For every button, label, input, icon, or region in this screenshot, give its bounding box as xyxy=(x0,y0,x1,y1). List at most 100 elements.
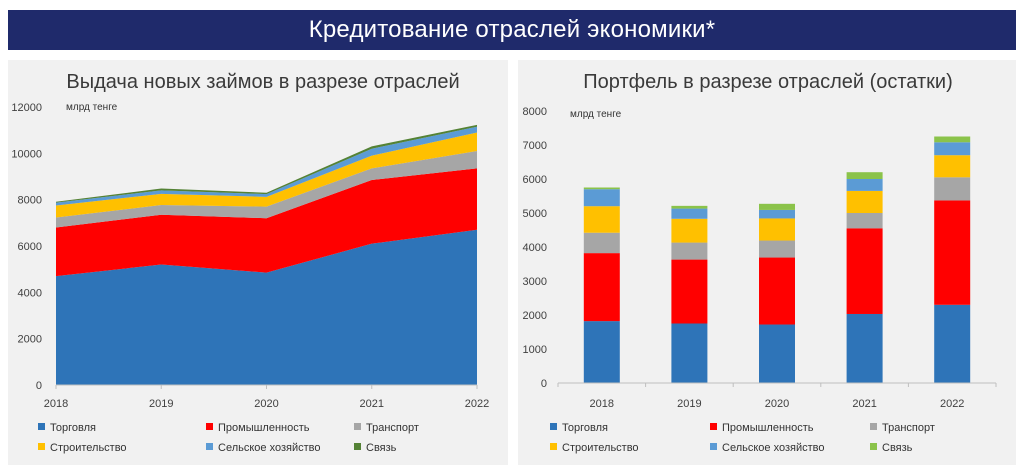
bar-agriculture-2020 xyxy=(759,209,795,219)
bar-construction-2020 xyxy=(759,218,795,241)
bar-communication-2021 xyxy=(846,172,883,179)
bar-trade-2021 xyxy=(846,313,883,383)
area-trade xyxy=(56,229,477,385)
x-tick-label: 2020 xyxy=(254,398,278,410)
y-tick-label: 12000 xyxy=(11,102,42,114)
bar-transport-2019 xyxy=(671,242,708,260)
legend-item-trade: Торговля xyxy=(38,422,96,434)
legend-label: Связь xyxy=(882,442,913,454)
legend-item-communication: Связь xyxy=(870,442,913,454)
bar-trade-2020 xyxy=(759,324,795,383)
legend-item-construction: Строительство xyxy=(38,442,127,454)
y-tick-label: 0 xyxy=(541,378,547,390)
page-title-banner: Кредитование отраслей экономики* xyxy=(8,10,1016,50)
legend-swatch xyxy=(206,443,213,450)
legend-label: Связь xyxy=(366,442,397,454)
x-tick-label: 2018 xyxy=(590,398,614,410)
legend-swatch xyxy=(550,443,557,450)
bar-agriculture-2018 xyxy=(583,189,620,207)
legend-item-transport: Транспорт xyxy=(870,422,935,434)
legend-swatch xyxy=(710,423,717,430)
bar-transport-2020 xyxy=(759,240,795,258)
legend-label: Сельское хозяйство xyxy=(722,442,824,454)
bar-construction-2018 xyxy=(583,206,620,233)
portfolio-chart-panel: Портфель в разрезе отраслей (остатки) мл… xyxy=(518,60,1016,465)
new-loans-area-chart: Выдача новых займов в разрезе отраслей м… xyxy=(11,71,489,454)
legend-swatch xyxy=(710,443,717,450)
bar-industry-2019 xyxy=(671,259,708,324)
legend-swatch xyxy=(38,443,45,450)
bar-communication-2019 xyxy=(671,205,708,209)
y-tick-label: 2000 xyxy=(523,310,547,322)
bar-construction-2021 xyxy=(846,190,883,213)
area-construction xyxy=(56,132,477,218)
legend-swatch xyxy=(870,443,877,450)
unit-label: млрд тенге xyxy=(570,109,622,120)
legend-item-communication: Связь xyxy=(354,442,397,454)
legend-swatch xyxy=(550,423,557,430)
legend-item-industry: Промышленность xyxy=(206,422,310,434)
legend-item-transport: Транспорт xyxy=(354,422,419,434)
bar-trade-2019 xyxy=(671,323,708,383)
y-tick-label: 6000 xyxy=(18,241,42,253)
chart-title: Портфель в разрезе отраслей (остатки) xyxy=(583,71,952,93)
legend-swatch xyxy=(206,423,213,430)
legend-swatch xyxy=(38,423,45,430)
bar-communication-2022 xyxy=(934,136,971,143)
bar-agriculture-2019 xyxy=(671,208,708,219)
x-tick-label: 2019 xyxy=(677,398,701,410)
legend-item-industry: Промышленность xyxy=(710,422,814,434)
x-tick-label: 2022 xyxy=(465,398,489,410)
legend-label: Сельское хозяйство xyxy=(218,442,320,454)
bar-industry-2021 xyxy=(846,228,883,314)
unit-label: млрд тенге xyxy=(66,102,118,113)
y-tick-label: 8000 xyxy=(18,195,42,207)
bar-industry-2018 xyxy=(583,253,620,322)
new-loans-chart-panel: Выдача новых займов в разрезе отраслей м… xyxy=(8,60,508,465)
legend-label: Промышленность xyxy=(722,422,814,434)
legend-swatch xyxy=(354,443,361,450)
legend-label: Транспорт xyxy=(882,422,935,434)
y-tick-label: 1000 xyxy=(523,344,547,356)
legend-swatch xyxy=(870,423,877,430)
legend-item-agriculture: Сельское хозяйство xyxy=(206,442,320,454)
area-transport xyxy=(56,151,477,228)
y-tick-label: 3000 xyxy=(523,276,547,288)
legend-label: Транспорт xyxy=(366,422,419,434)
bar-communication-2018 xyxy=(583,187,620,190)
y-tick-label: 10000 xyxy=(11,148,42,160)
bar-construction-2022 xyxy=(934,155,971,178)
legend-label: Торговля xyxy=(562,422,608,434)
bar-industry-2022 xyxy=(934,200,971,305)
page-title: Кредитование отраслей экономики* xyxy=(308,16,716,43)
bar-transport-2022 xyxy=(934,177,971,201)
bar-transport-2021 xyxy=(846,213,883,229)
legend-swatch xyxy=(354,423,361,430)
legend-label: Строительство xyxy=(562,442,639,454)
bar-agriculture-2022 xyxy=(934,142,971,156)
bar-trade-2018 xyxy=(583,321,620,383)
chart-title: Выдача новых займов в разрезе отраслей xyxy=(66,71,459,93)
y-tick-label: 6000 xyxy=(523,174,547,186)
x-tick-label: 2021 xyxy=(852,398,876,410)
x-tick-label: 2022 xyxy=(940,398,964,410)
area-industry xyxy=(56,168,477,277)
bar-agriculture-2021 xyxy=(846,179,883,191)
y-tick-label: 4000 xyxy=(18,287,42,299)
y-tick-label: 0 xyxy=(36,380,42,392)
bar-construction-2019 xyxy=(671,218,708,243)
y-tick-label: 4000 xyxy=(523,242,547,254)
legend-item-trade: Торговля xyxy=(550,422,608,434)
x-tick-label: 2021 xyxy=(360,398,384,410)
x-tick-label: 2018 xyxy=(44,398,68,410)
x-tick-label: 2020 xyxy=(765,398,789,410)
y-tick-label: 5000 xyxy=(523,208,547,220)
legend-label: Строительство xyxy=(50,442,127,454)
y-tick-label: 7000 xyxy=(523,140,547,152)
portfolio-bar-chart: Портфель в разрезе отраслей (остатки) мл… xyxy=(523,71,997,454)
bar-communication-2020 xyxy=(759,203,795,210)
x-tick-label: 2019 xyxy=(149,398,173,410)
y-tick-label: 8000 xyxy=(523,106,547,118)
bar-transport-2018 xyxy=(583,232,620,254)
bar-industry-2020 xyxy=(759,257,795,325)
